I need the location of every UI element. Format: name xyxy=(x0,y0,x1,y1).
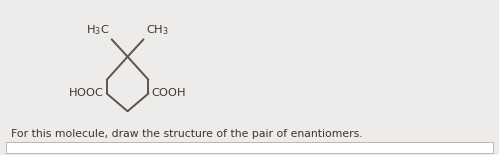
Text: $\mathregular{HOOC}$: $\mathregular{HOOC}$ xyxy=(68,86,104,98)
Text: $\mathregular{COOH}$: $\mathregular{COOH}$ xyxy=(152,86,187,98)
Text: For this molecule, draw the structure of the pair of enantiomers.: For this molecule, draw the structure of… xyxy=(10,129,362,139)
Text: $\mathregular{CH_3}$: $\mathregular{CH_3}$ xyxy=(146,24,169,37)
FancyBboxPatch shape xyxy=(5,142,494,153)
Text: $\mathregular{H_3C}$: $\mathregular{H_3C}$ xyxy=(86,24,109,37)
